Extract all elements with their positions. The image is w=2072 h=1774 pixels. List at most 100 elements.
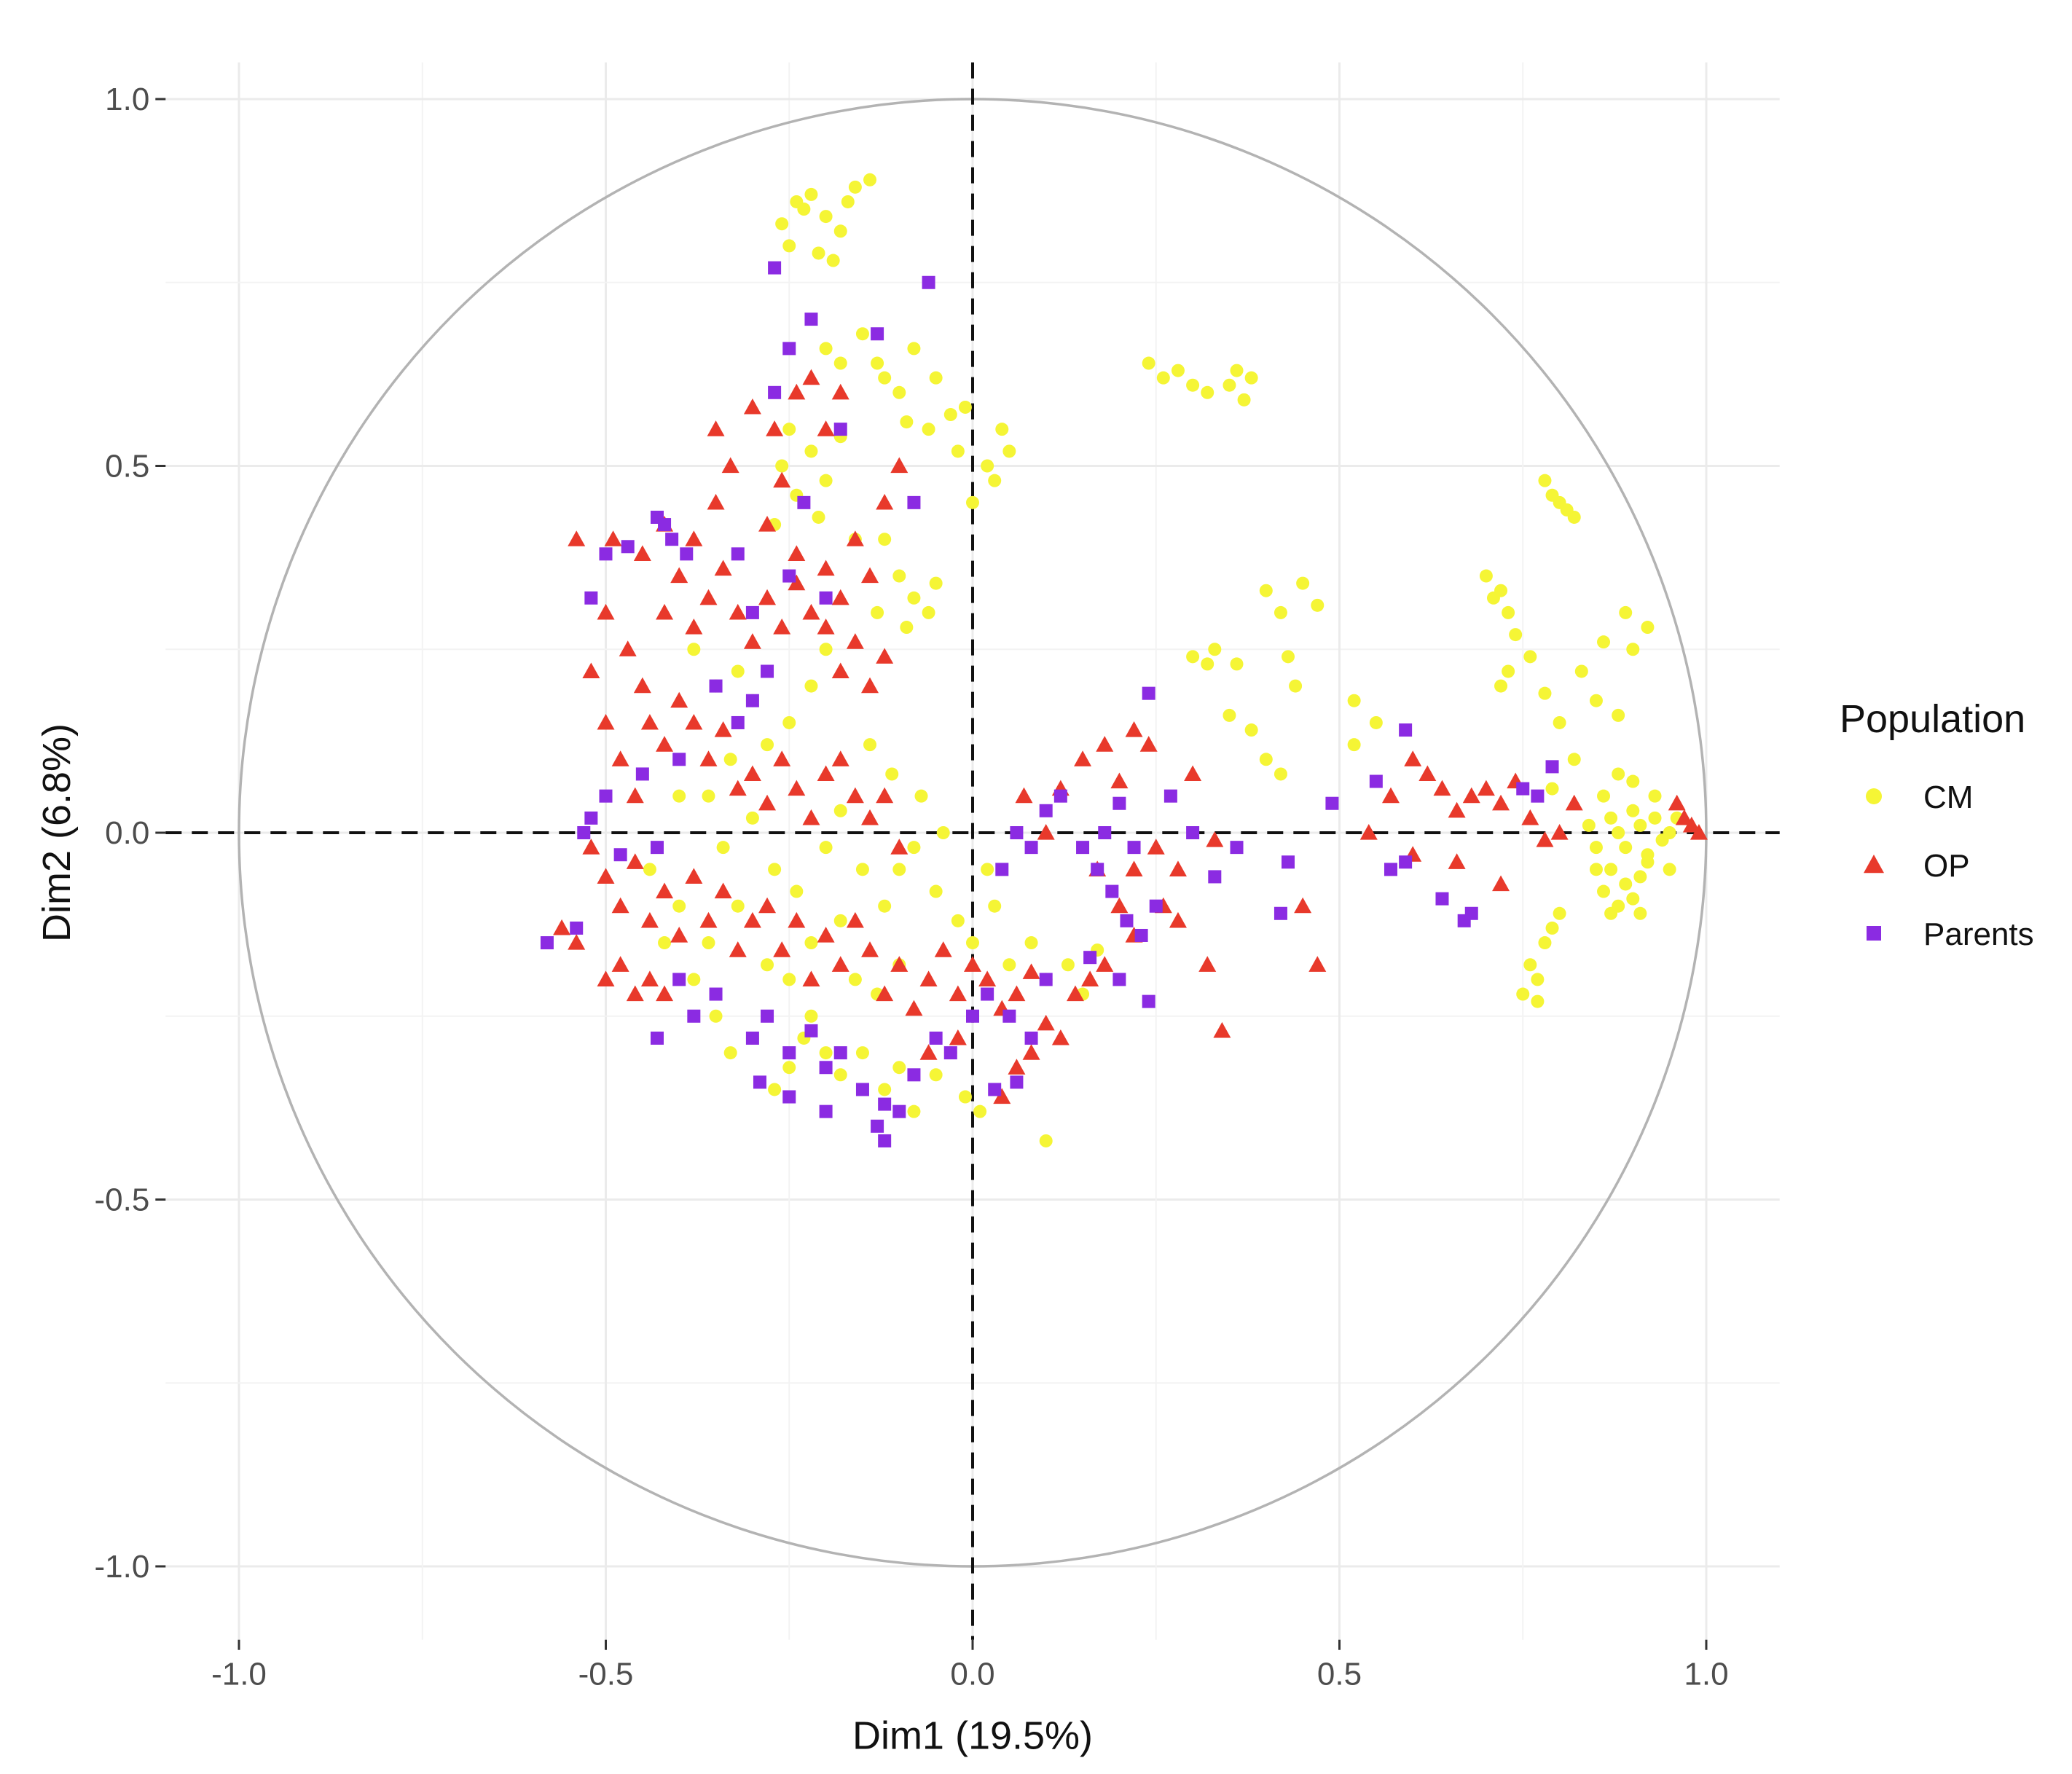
point-parents bbox=[1039, 973, 1053, 986]
y-axis-title: Dim2 (6.8%) bbox=[35, 723, 79, 942]
point-parents bbox=[1134, 928, 1148, 942]
point-cm bbox=[1523, 650, 1537, 664]
point-parents bbox=[1120, 914, 1134, 927]
point-parents bbox=[1186, 826, 1200, 839]
point-op bbox=[1022, 1044, 1040, 1060]
point-parents bbox=[871, 327, 884, 341]
point-parents bbox=[1024, 841, 1038, 855]
point-op bbox=[846, 911, 864, 928]
point-cm bbox=[833, 224, 847, 238]
point-cm bbox=[1567, 753, 1581, 766]
point-cm bbox=[716, 841, 730, 855]
axes-layer: 1.0 0.5 0.0 -0.5 -1.0 -1.0 -0.5 0.0 0.5 1.0 bbox=[94, 82, 1728, 1692]
point-parents bbox=[782, 342, 796, 356]
point-op bbox=[656, 985, 674, 1002]
point-parents bbox=[1039, 804, 1053, 817]
point-cm bbox=[1061, 958, 1075, 972]
point-op bbox=[568, 934, 586, 950]
point-parents bbox=[613, 848, 627, 862]
point-cm bbox=[804, 936, 818, 950]
point-parents bbox=[665, 533, 679, 546]
point-cm bbox=[1244, 371, 1258, 385]
point-op bbox=[1492, 875, 1510, 892]
point-parents bbox=[1399, 723, 1413, 737]
point-parents bbox=[929, 1031, 943, 1045]
point-parents bbox=[1053, 789, 1067, 803]
point-cm bbox=[790, 884, 804, 898]
point-parents bbox=[1002, 1009, 1016, 1023]
point-cm bbox=[922, 605, 935, 619]
point-op bbox=[743, 398, 761, 415]
point-cm bbox=[833, 804, 847, 817]
point-cm bbox=[672, 899, 686, 913]
point-parents bbox=[995, 863, 1009, 876]
legend-key-cm bbox=[1866, 788, 1882, 804]
point-op bbox=[1139, 736, 1158, 752]
point-op bbox=[670, 691, 688, 708]
point-cm bbox=[819, 474, 833, 487]
point-parents bbox=[650, 1031, 664, 1045]
point-cm bbox=[1553, 906, 1566, 920]
point-cm bbox=[929, 884, 943, 898]
point-cm bbox=[1311, 598, 1325, 612]
point-cm bbox=[782, 1061, 796, 1075]
series-parents bbox=[540, 261, 1559, 1147]
point-parents bbox=[1369, 774, 1383, 788]
point-cm bbox=[1523, 958, 1537, 972]
point-op bbox=[1198, 956, 1217, 972]
point-parents bbox=[892, 1104, 906, 1118]
point-op bbox=[670, 926, 688, 943]
point-parents bbox=[540, 936, 554, 950]
point-cm bbox=[745, 811, 759, 825]
point-op bbox=[831, 956, 849, 972]
point-cm bbox=[658, 936, 672, 950]
point-cm bbox=[988, 899, 1002, 913]
point-parents bbox=[658, 518, 672, 532]
point-cm bbox=[1156, 371, 1170, 385]
point-cm bbox=[988, 474, 1002, 487]
point-cm bbox=[1531, 973, 1545, 986]
point-op bbox=[1521, 809, 1539, 825]
point-op bbox=[1037, 1014, 1055, 1031]
point-cm bbox=[871, 605, 884, 619]
point-cm bbox=[907, 1104, 921, 1118]
point-op bbox=[817, 926, 835, 943]
point-op bbox=[1125, 860, 1143, 876]
point-parents bbox=[745, 605, 759, 619]
point-parents bbox=[1076, 841, 1090, 855]
point-op bbox=[1096, 956, 1114, 972]
point-op bbox=[743, 765, 761, 782]
point-parents bbox=[1024, 1031, 1038, 1045]
point-op bbox=[1404, 750, 1422, 766]
point-cm bbox=[892, 1061, 906, 1075]
point-op bbox=[626, 985, 644, 1002]
point-parents bbox=[687, 1009, 701, 1023]
point-op bbox=[685, 619, 703, 635]
point-parents bbox=[768, 385, 782, 399]
point-cm bbox=[907, 841, 921, 855]
point-cm bbox=[936, 826, 950, 839]
point-op bbox=[743, 911, 761, 928]
point-cm bbox=[1516, 987, 1530, 1001]
point-cm bbox=[812, 510, 825, 524]
point-op bbox=[1448, 801, 1466, 818]
point-op bbox=[619, 640, 637, 656]
point-parents bbox=[709, 679, 723, 693]
point-op bbox=[714, 882, 732, 899]
point-cm bbox=[833, 1068, 847, 1082]
point-op bbox=[1022, 963, 1040, 979]
point-op bbox=[890, 839, 909, 855]
point-op bbox=[1381, 787, 1400, 804]
point-cm bbox=[973, 1104, 987, 1118]
point-op bbox=[817, 420, 835, 436]
point-op bbox=[876, 787, 894, 804]
point-cm bbox=[819, 643, 833, 656]
point-op bbox=[597, 868, 615, 884]
point-cm bbox=[1589, 841, 1603, 855]
point-cm bbox=[855, 863, 869, 876]
point-cm bbox=[943, 408, 957, 422]
point-parents bbox=[731, 715, 745, 729]
point-cm bbox=[1619, 841, 1633, 855]
x-tick-label: -0.5 bbox=[578, 1657, 634, 1692]
point-cm bbox=[929, 371, 943, 385]
